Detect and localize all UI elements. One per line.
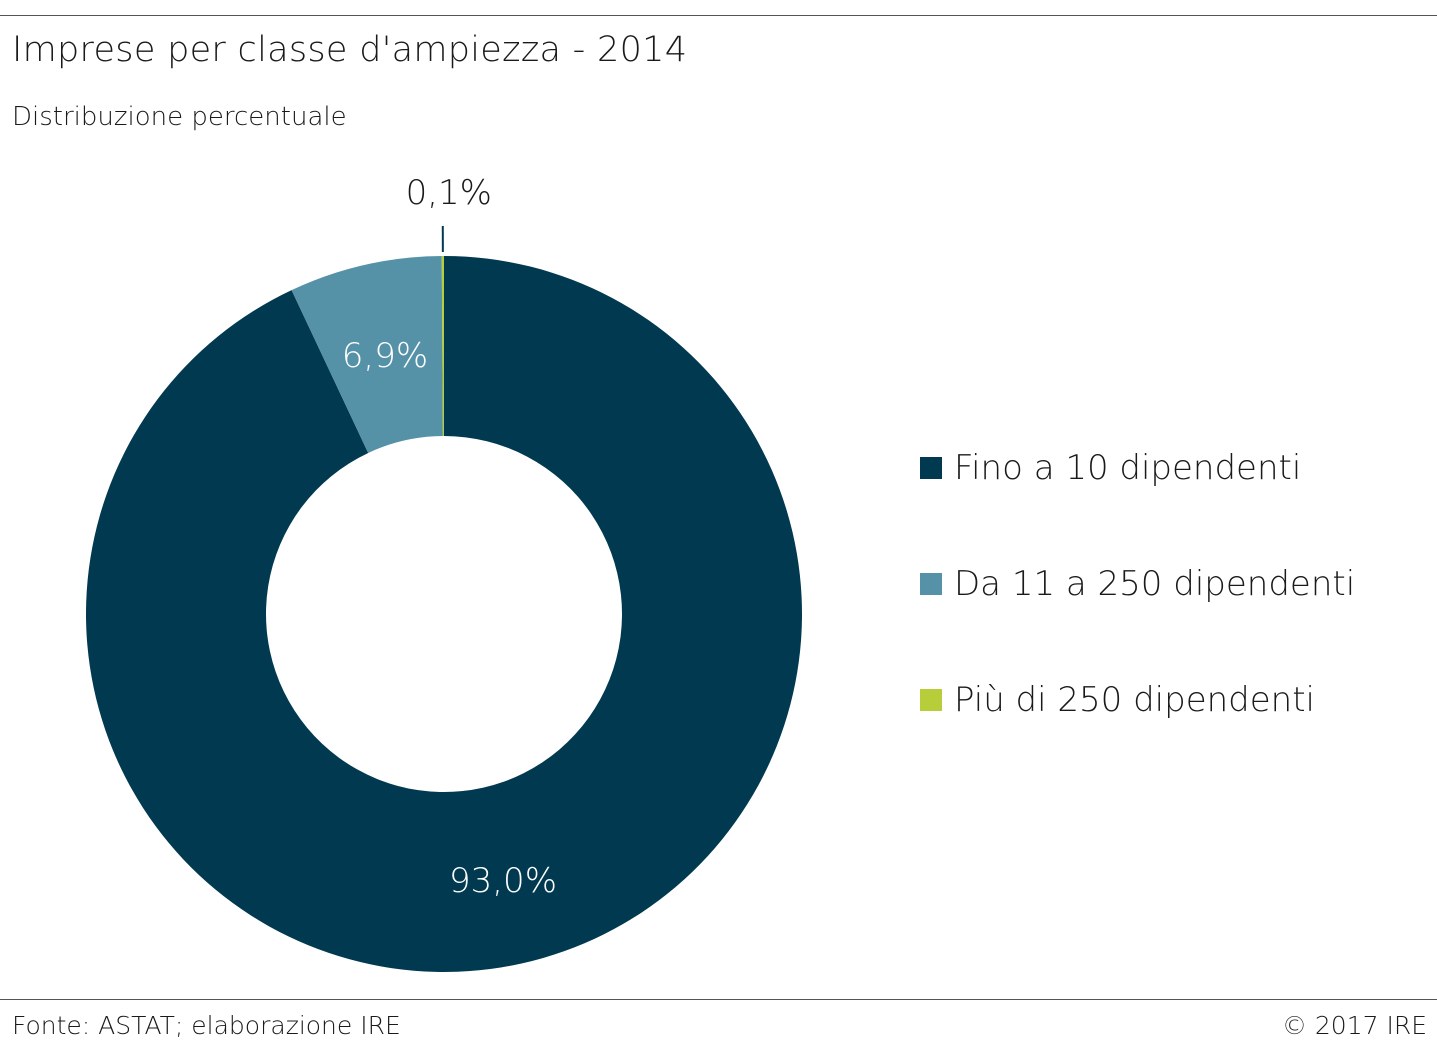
data-label-fino-10: 93,0% [449, 861, 557, 901]
legend-item-11-250: Da 11 a 250 dipendenti [920, 556, 1355, 612]
legend-label: Più di 250 dipendenti [954, 680, 1316, 720]
donut-slices [86, 256, 803, 972]
legend-item-fino-10: Fino a 10 dipendenti [920, 440, 1355, 496]
legend-label: Fino a 10 dipendenti [954, 448, 1302, 488]
legend: Fino a 10 dipendenti Da 11 a 250 dipende… [920, 440, 1355, 788]
slice-fino-10 [86, 256, 803, 972]
chart-subtitle: Distribuzione percentuale [12, 102, 347, 132]
top-rule [0, 15, 1437, 16]
chart-title: Imprese per classe d'ampiezza - 2014 [12, 30, 688, 70]
slice-oltre-250 [441, 256, 444, 437]
data-label-oltre-250: 0,1% [406, 173, 492, 213]
bottom-rule [0, 999, 1437, 1000]
slice-11-250 [291, 256, 443, 453]
data-label-11-250: 6,9% [342, 336, 428, 376]
legend-swatch [920, 573, 942, 595]
legend-item-oltre-250: Più di 250 dipendenti [920, 672, 1355, 728]
source-note: Fonte: ASTAT; elaborazione IRE [12, 1011, 401, 1040]
legend-swatch [920, 689, 942, 711]
legend-label: Da 11 a 250 dipendenti [954, 564, 1356, 604]
copyright-note: © 2017 IRE [1281, 1011, 1427, 1040]
donut-labels: 93,0% 6,9% 0,1% [342, 173, 557, 901]
legend-swatch [920, 457, 942, 479]
